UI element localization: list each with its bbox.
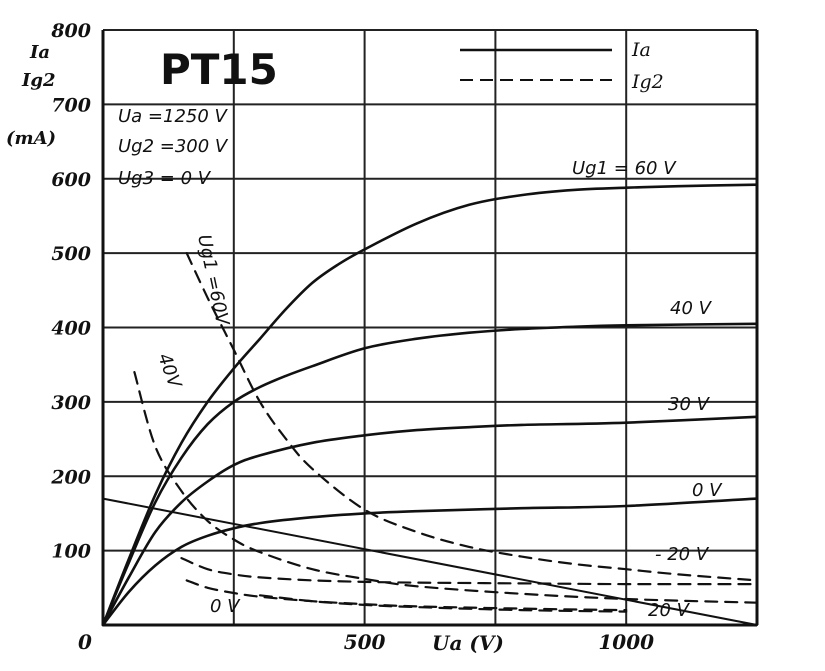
series-ig2-5 [133, 371, 759, 604]
series-load-9 [102, 497, 758, 626]
series-ia-2 [101, 415, 759, 627]
series-ia-3 [101, 497, 759, 627]
xlabel: Ua (V) [432, 631, 504, 655]
y-tick-label: 800 [50, 20, 91, 42]
chart-title: PT15 [160, 45, 278, 94]
series-ig2-8 [258, 594, 628, 613]
label-20v: 20 V [648, 600, 691, 621]
label-0v-ig2: 0 V [210, 596, 241, 617]
ylabel-unit: (mA) [6, 128, 56, 149]
y-tick-label: 200 [50, 466, 91, 488]
x-tick-label: 0 [78, 630, 92, 654]
label-40v: 40 V [670, 298, 713, 319]
x-tick-label: 500 [344, 630, 386, 654]
ylabel-ig2: Ig2 [21, 70, 56, 91]
series-ig2-6 [180, 557, 759, 586]
legend: Ia Ig2 [460, 39, 664, 93]
condition-ug3: Ug3 = 0 V [118, 168, 212, 189]
label-dashed-40v: 40V [153, 351, 185, 393]
label-30v: 30 V [668, 394, 711, 415]
condition-ua: Ua =1250 V [118, 106, 229, 127]
legend-ia-label: Ia [631, 39, 651, 61]
y-tick-label: 600 [51, 169, 91, 191]
y-tick-label: 100 [51, 541, 91, 563]
series-ia-0 [101, 183, 759, 627]
legend-ig2-label: Ig2 [631, 71, 664, 93]
y-tick-label: 300 [51, 392, 91, 414]
y-tick-label: 700 [51, 94, 91, 116]
y-tick-label: 500 [51, 243, 91, 265]
y-tick-label: 400 [51, 318, 91, 340]
series-ia-1 [101, 322, 759, 627]
ylabel-ia: Ia [29, 42, 50, 63]
series-ig2-4 [185, 252, 759, 582]
series-layer [101, 183, 759, 627]
grid-layer: 100 200 300 400 500 600 700 800 0 500 1000 [50, 20, 759, 654]
label-neg20v: - 20 V [655, 544, 710, 565]
condition-ug2: Ug2 =300 V [118, 136, 229, 157]
label-ug1-60: Ug1 = 60 V [572, 158, 677, 179]
x-tick-label: 1000 [598, 630, 654, 654]
label-0v-ia: 0 V [692, 480, 723, 501]
